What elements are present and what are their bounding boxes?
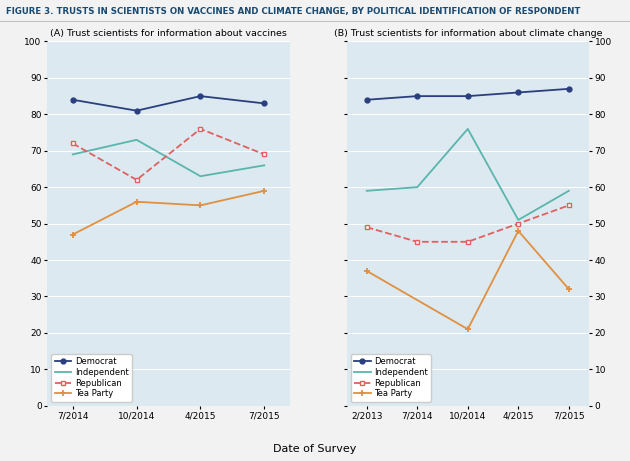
Title: (B) Trust scientists for information about climate change: (B) Trust scientists for information abo… [333,29,602,38]
Title: (A) Trust scientists for information about vaccines: (A) Trust scientists for information abo… [50,29,287,38]
Text: Date of Survey: Date of Survey [273,444,357,454]
Legend: Democrat, Independent, Republican, Tea Party: Democrat, Independent, Republican, Tea P… [52,354,132,402]
Legend: Democrat, Independent, Republican, Tea Party: Democrat, Independent, Republican, Tea P… [351,354,431,402]
Text: FIGURE 3. TRUSTS IN SCIENTISTS ON VACCINES AND CLIMATE CHANGE, BY POLITICAL IDEN: FIGURE 3. TRUSTS IN SCIENTISTS ON VACCIN… [6,7,581,16]
